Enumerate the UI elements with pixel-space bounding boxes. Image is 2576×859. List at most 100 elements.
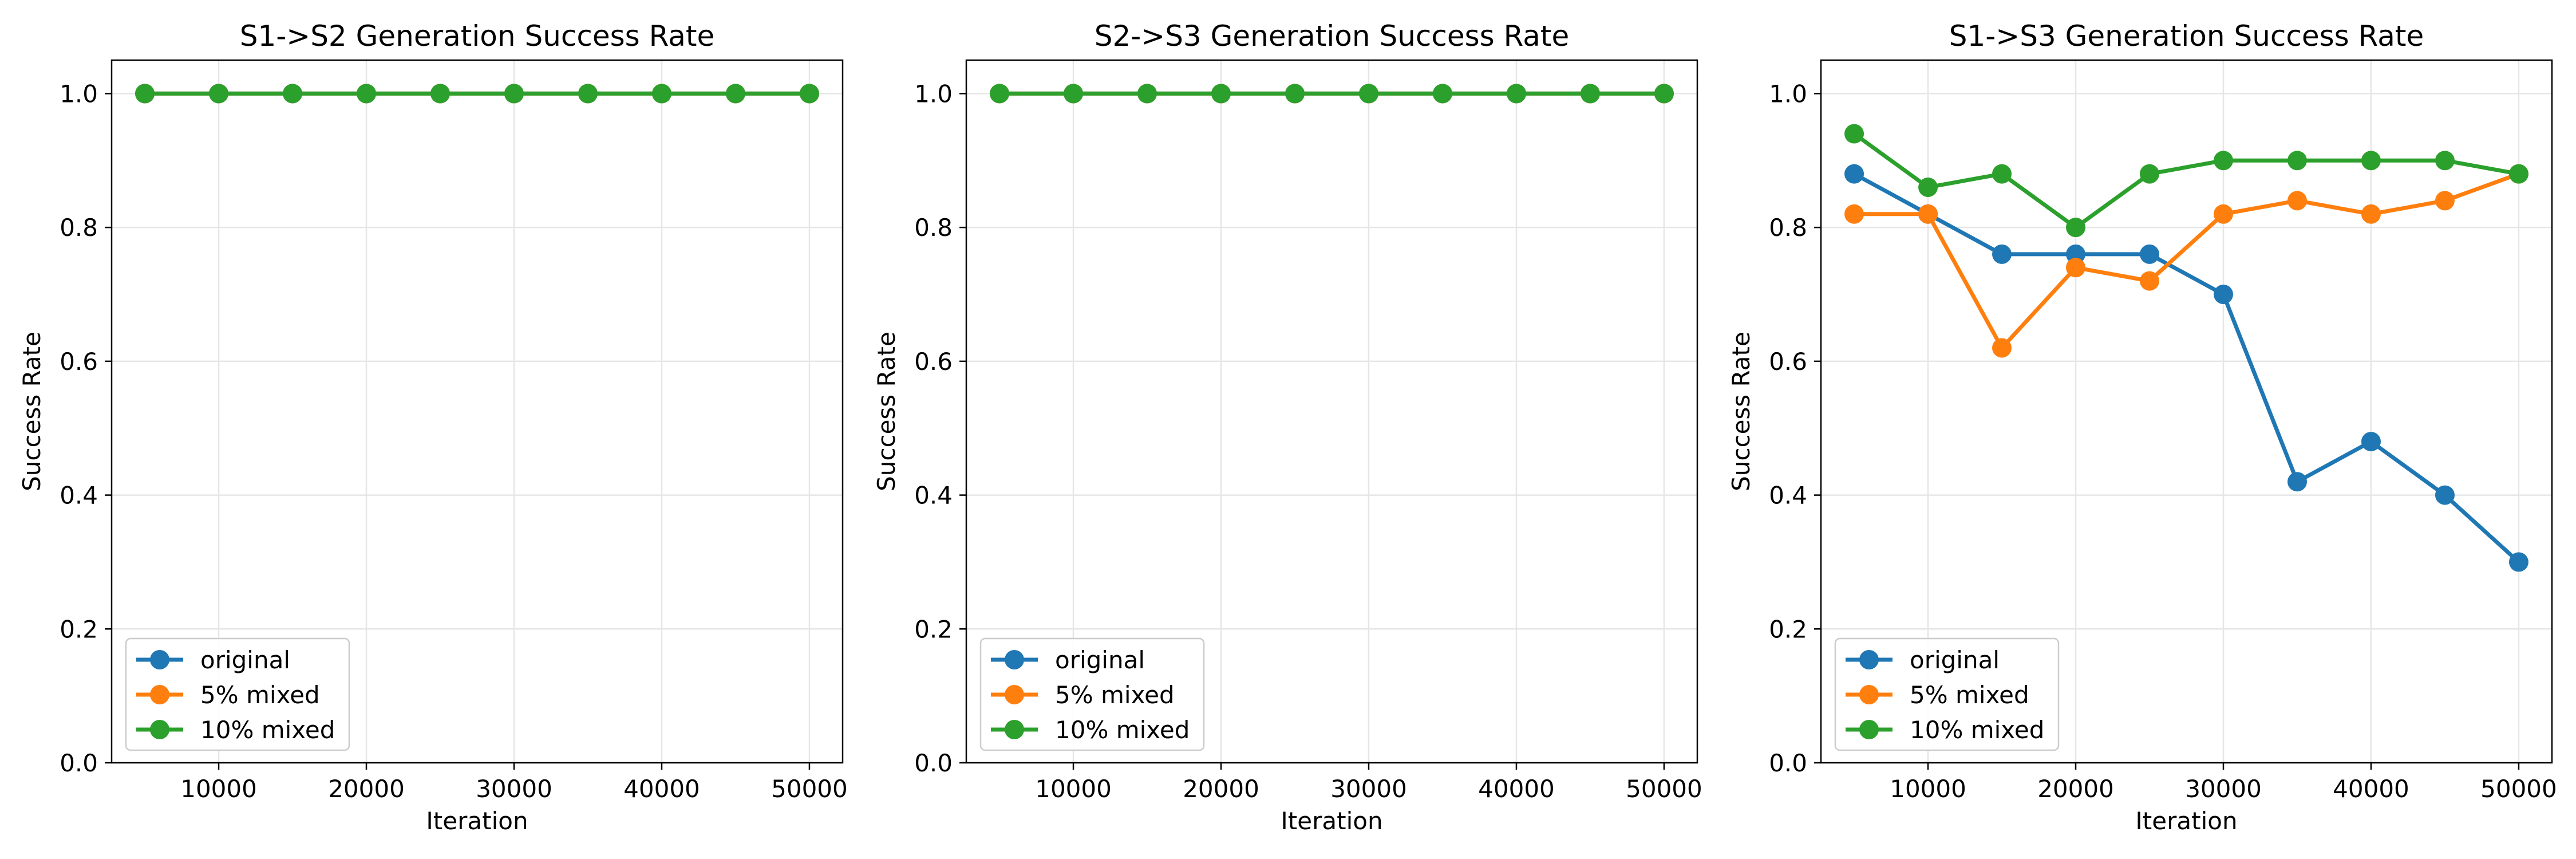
legend-marker: [150, 685, 169, 704]
data-point: [2140, 244, 2160, 264]
data-point: [1992, 338, 2012, 358]
x-tick-label: 20000: [2037, 775, 2114, 803]
data-point: [799, 84, 819, 104]
data-point: [2287, 472, 2307, 492]
plot-frame: [965, 59, 1698, 764]
y-tick-label: 0.4: [914, 482, 953, 510]
data-point: [2213, 285, 2233, 304]
data-point: [2066, 218, 2086, 238]
data-point: [2140, 271, 2160, 291]
chart-panel-1: 10000 20000 30000 40000 50000 0.0 0.2 0.4 0.6 0.8…: [18, 19, 848, 835]
data-point: [1432, 84, 1452, 104]
data-point: [1358, 84, 1378, 104]
y-tick-label: 0.2: [914, 615, 953, 643]
data-point: [1137, 84, 1157, 104]
y-axis-label: Success Rate: [1727, 332, 1755, 491]
y-tick-label: 0.6: [60, 348, 98, 376]
y-tick-label: 0.2: [1769, 615, 1807, 643]
data-point: [2066, 258, 2086, 278]
data-point: [1992, 244, 2012, 264]
data-point: [2435, 191, 2455, 211]
x-tick-label: 30000: [2185, 775, 2262, 803]
data-point: [1844, 204, 1864, 224]
data-point: [504, 84, 524, 104]
x-tick-label: 50000: [2480, 775, 2557, 803]
data-point: [2287, 151, 2307, 171]
data-point: [283, 84, 303, 104]
legend-label: 5% mixed: [1910, 681, 2029, 709]
data-point: [2287, 191, 2307, 211]
chart-title: S2->S3 Generation Success Rate: [1095, 19, 1570, 53]
legend-label: 10% mixed: [200, 716, 335, 744]
y-tick-label: 0.8: [914, 214, 953, 242]
plot-frame: [1820, 59, 2553, 764]
data-point: [1654, 84, 1674, 104]
y-tick-label: 0.4: [60, 482, 98, 510]
chart-title: S1->S2 Generation Success Rate: [240, 19, 715, 53]
data-point: [1506, 84, 1526, 104]
y-tick-label: 0.0: [60, 749, 98, 777]
data-point: [651, 84, 671, 104]
data-point: [2140, 164, 2160, 184]
data-point: [2508, 164, 2528, 184]
x-tick-label: 10000: [180, 775, 257, 803]
data-point: [2213, 204, 2233, 224]
y-tick-label: 0.4: [1769, 482, 1807, 510]
x-tick-label: 40000: [623, 775, 700, 803]
legend-marker: [1859, 685, 1879, 704]
legend-label: 10% mixed: [1910, 716, 2044, 744]
x-axis-label: Iteration: [1281, 807, 1382, 835]
legend-label: original: [1910, 646, 2000, 674]
x-tick-label: 50000: [1626, 775, 1702, 803]
data-point: [430, 84, 451, 104]
y-tick-label: 1.0: [914, 80, 953, 108]
legend-marker: [150, 650, 169, 669]
x-tick-label: 30000: [476, 775, 552, 803]
data-point: [1844, 124, 1864, 144]
plot-frame: [110, 59, 844, 764]
data-point: [1992, 164, 2012, 184]
legend-label: 10% mixed: [1055, 716, 1190, 744]
data-point: [209, 84, 229, 104]
data-point: [2435, 151, 2455, 171]
legend: original 5% mixed 10% mixed: [125, 637, 350, 751]
y-tick-label: 0.8: [60, 214, 98, 242]
x-tick-label: 10000: [1035, 775, 1112, 803]
data-point: [578, 84, 598, 104]
x-tick-label: 40000: [1478, 775, 1555, 803]
data-point: [1211, 84, 1231, 104]
legend-marker: [1005, 720, 1024, 739]
data-point: [2435, 485, 2455, 505]
data-point: [1844, 164, 1864, 184]
data-point: [1580, 84, 1600, 104]
x-tick-label: 20000: [328, 775, 405, 803]
y-tick-label: 1.0: [60, 80, 98, 108]
data-point: [2361, 204, 2381, 224]
legend-label: original: [1055, 646, 1145, 674]
legend-marker: [150, 720, 169, 739]
x-tick-label: 30000: [1330, 775, 1407, 803]
y-tick-label: 0.0: [1769, 749, 1807, 777]
series-line: [1853, 172, 2520, 564]
chart-panel-2: 10000 20000 30000 40000 50000 0.0 0.2 0.4 0.6 0.8…: [872, 19, 1702, 835]
data-point: [357, 84, 377, 104]
data-point: [2508, 552, 2528, 572]
chart-title: S1->S3 Generation Success Rate: [1949, 19, 2424, 53]
x-tick-label: 50000: [771, 775, 848, 803]
x-tick-label: 20000: [1183, 775, 1259, 803]
x-tick-label: 10000: [1890, 775, 1966, 803]
data-point: [1918, 204, 1938, 224]
data-point: [990, 84, 1010, 104]
legend: original 5% mixed 10% mixed: [979, 637, 1205, 751]
legend-label: 5% mixed: [200, 681, 320, 709]
data-point: [2066, 244, 2086, 264]
data-point: [2361, 432, 2381, 452]
x-tick-label: 40000: [2333, 775, 2409, 803]
legend-label: original: [200, 646, 290, 674]
legend: original 5% mixed 10% mixed: [1834, 637, 2060, 751]
data-point: [135, 84, 155, 104]
legend-marker: [1005, 685, 1024, 704]
series-line: [1854, 172, 2520, 350]
legend-marker: [1005, 650, 1024, 669]
